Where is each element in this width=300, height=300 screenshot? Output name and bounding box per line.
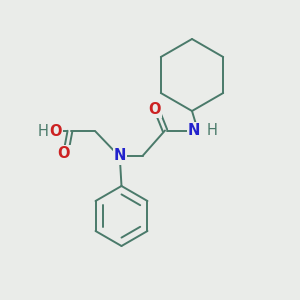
Text: H: H xyxy=(38,124,48,139)
Text: H: H xyxy=(207,123,218,138)
Text: O: O xyxy=(58,146,70,161)
Text: O: O xyxy=(50,124,62,139)
Text: N: N xyxy=(188,123,200,138)
Text: O: O xyxy=(148,102,161,117)
Text: N: N xyxy=(114,148,126,164)
